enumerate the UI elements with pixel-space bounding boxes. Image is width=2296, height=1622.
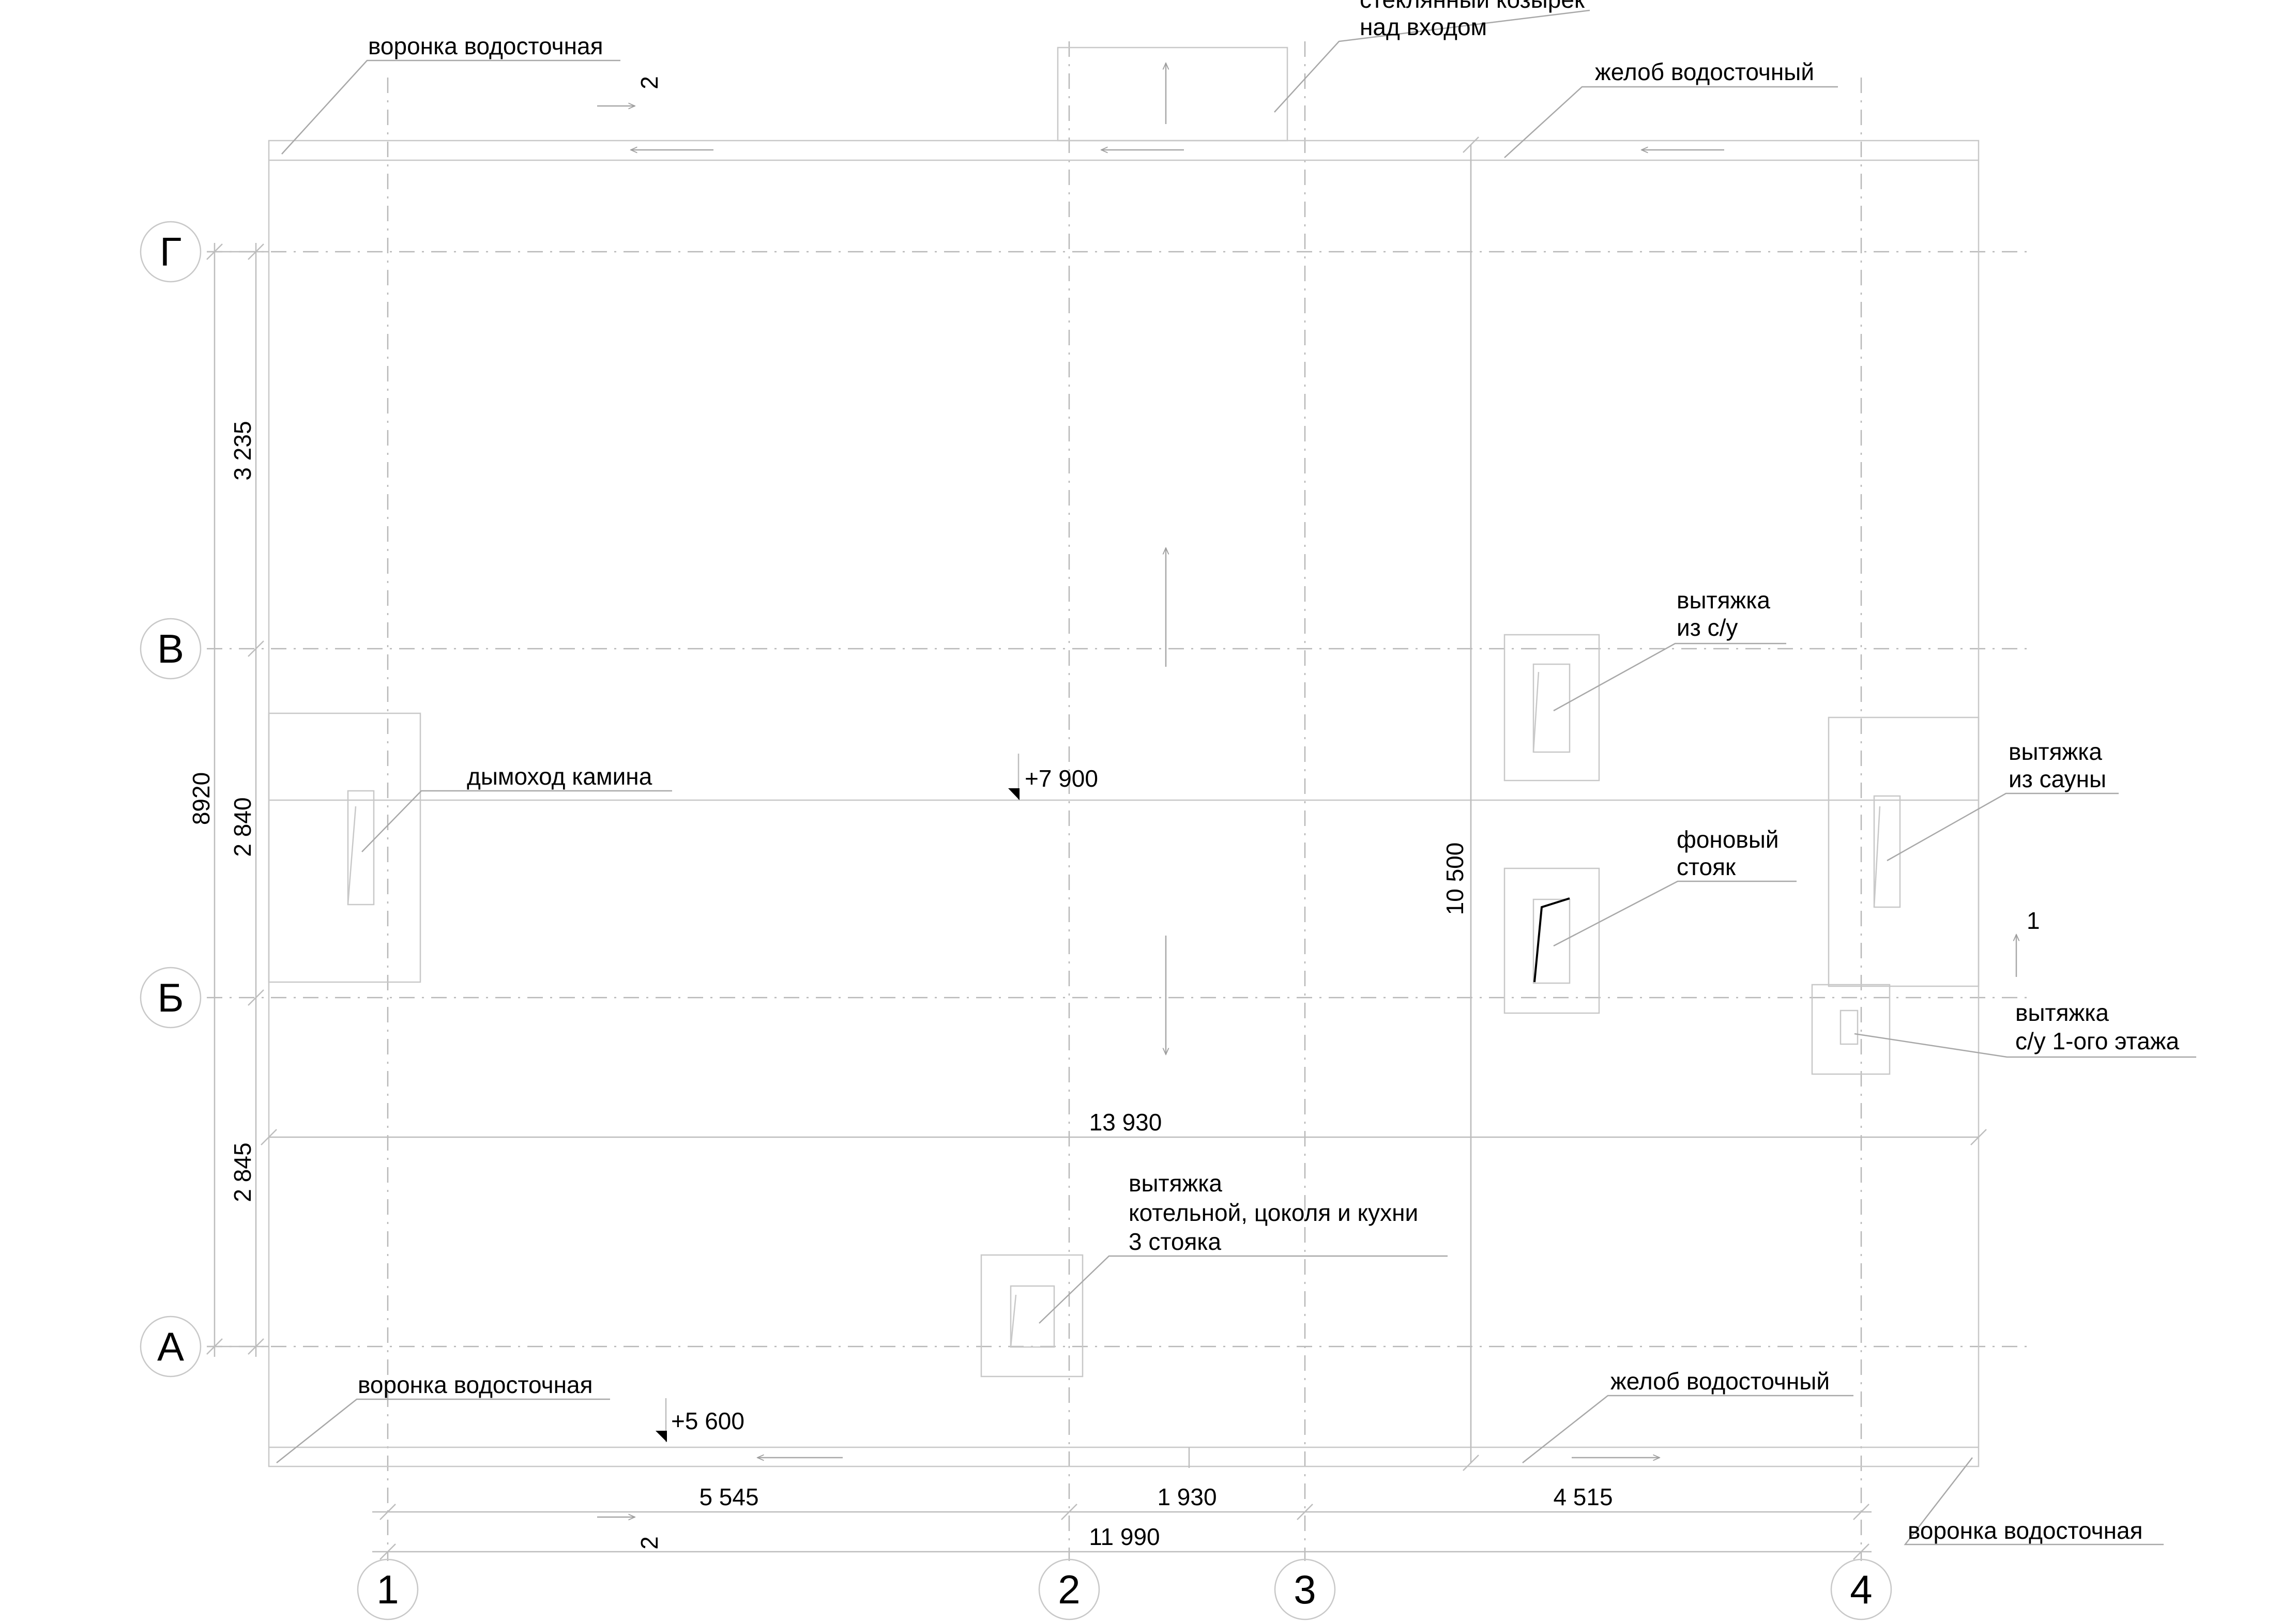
label-wc1-line2: с/у 1-ого этажа bbox=[2015, 1028, 2180, 1054]
dim-left-1: 3 235 bbox=[229, 421, 256, 480]
label-wc-line2: из с/у bbox=[1677, 614, 1738, 641]
label-canopy-line1: стеклянный козырек bbox=[1360, 0, 1585, 13]
label-chimney: дымоход камина bbox=[467, 763, 652, 790]
label-riser-line1: фоновый bbox=[1677, 826, 1779, 853]
axis-bubble-A: А bbox=[157, 1324, 184, 1369]
label-funnel-bottom-left: воронка водосточная bbox=[358, 1371, 592, 1398]
dimension-lines bbox=[206, 136, 1987, 1560]
riser-line bbox=[1533, 897, 1570, 983]
axis-bubble-2: 2 bbox=[1058, 1567, 1080, 1612]
dim-bottom-1: 5 545 bbox=[699, 1483, 758, 1510]
dim-bottom-3: 4 515 bbox=[1553, 1483, 1613, 1510]
dim-bottom-total: 11 990 bbox=[1089, 1523, 1160, 1550]
dim-bottom-2: 1 930 bbox=[1157, 1483, 1217, 1510]
label-sauna-line1: вытяжка bbox=[2009, 738, 2102, 765]
wc1-vent-block bbox=[1811, 984, 1891, 1075]
axis-bubble-1: 1 bbox=[376, 1567, 399, 1612]
label-gutter-bottom: желоб водосточный bbox=[1610, 1368, 1830, 1395]
label-sauna-line2: из сауны bbox=[2009, 766, 2106, 792]
slope-arrows bbox=[597, 63, 2016, 1517]
label-canopy-line2: над входом bbox=[1360, 13, 1487, 40]
label-wc1-line1: вытяжка bbox=[2015, 999, 2109, 1026]
level-eave: +5 600 bbox=[671, 1407, 744, 1434]
label-funnel-top-left: воронка водосточная bbox=[368, 33, 603, 59]
boiler-vent-block bbox=[980, 1254, 1084, 1378]
axis-bubble-V: В bbox=[157, 626, 184, 671]
riser-block bbox=[1503, 867, 1600, 1014]
label-boiler-line3: 3 стояка bbox=[1129, 1228, 1222, 1255]
wc-vent-block bbox=[1503, 634, 1600, 782]
canopy-outline bbox=[1057, 47, 1288, 142]
label-wc-line1: вытяжка bbox=[1677, 587, 1770, 614]
axis-bubble-G: Г bbox=[160, 229, 181, 274]
slope-value-right: 1 bbox=[2027, 907, 2040, 934]
dim-left-3: 2 845 bbox=[229, 1142, 256, 1202]
dim-inner-width: 13 930 bbox=[1089, 1109, 1162, 1136]
slope-value-bottom: 2 bbox=[636, 1536, 663, 1550]
label-boiler-line1: вытяжка bbox=[1129, 1170, 1222, 1197]
dimension-texts: 5 545 1 930 4 515 11 990 3 235 2 840 2 8… bbox=[188, 421, 1613, 1550]
dim-inner-height: 10 500 bbox=[1441, 843, 1468, 915]
chimney-block bbox=[268, 712, 421, 983]
axis-bubble-3: 3 bbox=[1294, 1567, 1316, 1612]
axis-bubble-B: Б bbox=[157, 975, 184, 1020]
callout-labels: воронка водосточная стеклянный козырек н… bbox=[358, 0, 2180, 1544]
axis-bubble-4: 4 bbox=[1850, 1567, 1872, 1612]
penetrations bbox=[268, 634, 1980, 1378]
sauna-vent-block bbox=[1828, 716, 1980, 987]
grid-axes bbox=[207, 41, 2027, 1561]
leader-lines bbox=[276, 9, 2196, 1546]
axis-bubbles: 1 2 3 4 Г В Б А bbox=[140, 221, 1892, 1620]
roof-outline bbox=[268, 47, 1980, 1467]
level-marks bbox=[656, 754, 1020, 1442]
label-boiler-line2: котельной, цоколя и кухни bbox=[1129, 1199, 1418, 1226]
label-gutter-top: желоб водосточный bbox=[1595, 58, 1814, 85]
slope-value-top: 2 bbox=[636, 76, 663, 89]
label-riser-line2: стояк bbox=[1677, 853, 1736, 880]
dim-left-total: 8920 bbox=[188, 772, 215, 825]
label-funnel-bottom-right: воронка водосточная bbox=[1908, 1517, 2142, 1544]
level-roof: +7 900 bbox=[1025, 765, 1098, 792]
dim-left-2: 2 840 bbox=[229, 797, 256, 856]
